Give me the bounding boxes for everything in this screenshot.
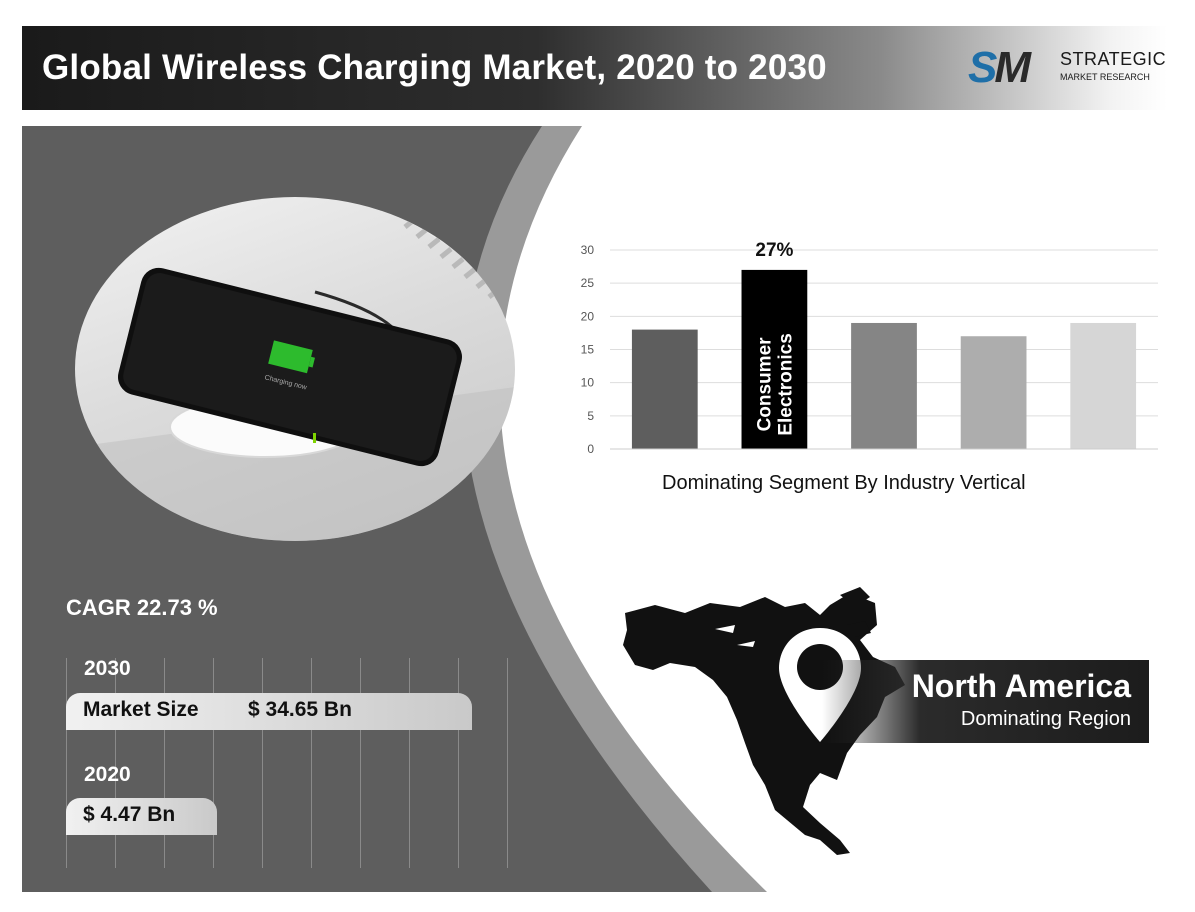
market-size-2020-bar: $ 4.47 Bn [66, 798, 217, 835]
y-tick-label: 20 [581, 309, 595, 323]
market-size-label: Market Size [83, 698, 199, 721]
industry-vertical-bar-chart: 0 5 10 15 20 25 30 27% Consumer Electronics [581, 240, 1158, 456]
company-logo: SM STRATEGIC MARKET RESEARCH [968, 43, 1166, 93]
chart-bar [851, 322, 917, 449]
chart-x-axis-label: Dominating Segment By Industry Vertical [662, 472, 1026, 494]
highlight-bar-label-line: Electronics [775, 333, 796, 435]
y-tick-label: 15 [581, 343, 595, 357]
market-size-2020-value: $ 4.47 Bn [83, 803, 176, 826]
divider-line [262, 658, 263, 868]
y-tick-label: 30 [581, 243, 595, 257]
year-2030-label: 2030 [84, 657, 131, 680]
region-name: North America [911, 668, 1131, 704]
highlight-bar-label-line: Consumer [754, 337, 775, 432]
divider-line [164, 658, 165, 868]
divider-line [360, 658, 361, 868]
y-tick-label: 5 [587, 409, 594, 423]
divider-line [409, 658, 410, 868]
logo-text-market-research: MARKET RESEARCH [1060, 72, 1150, 82]
market-size-2030-bar: Market Size $ 34.65 Bn [66, 693, 472, 730]
y-tick-label: 25 [581, 276, 595, 290]
cagr-value: CAGR 22.73 % [66, 595, 218, 620]
highlight-value-label: 27% [755, 240, 793, 261]
wireless-charging-photo: Charging now [75, 197, 515, 541]
divider-line [66, 658, 67, 868]
market-size-2030-value: $ 34.65 Bn [248, 698, 352, 721]
y-tick-label: 10 [581, 376, 595, 390]
y-tick-label: 0 [587, 442, 594, 456]
logo-mark: SM [968, 43, 1031, 92]
chart-bar [741, 269, 808, 449]
header-banner: Global Wireless Charging Market, 2020 to… [22, 26, 1167, 110]
chart-bar [631, 329, 698, 449]
chart-bar [1070, 322, 1137, 449]
page-title: Global Wireless Charging Market, 2020 to… [42, 48, 827, 87]
divider-line [458, 658, 459, 868]
divider-line [115, 658, 116, 868]
dominating-region-box: North America Dominating Region [822, 660, 1149, 743]
highlight-bar-label: Consumer Electronics [754, 333, 796, 435]
phone-on-charger-icon: Charging now [75, 197, 515, 541]
divider-line [507, 658, 508, 868]
region-label: Dominating Region [960, 708, 1131, 730]
logo-text-strategic: STRATEGIC [1060, 49, 1167, 69]
year-2020-label: 2020 [84, 763, 131, 786]
chart-bar [960, 336, 1027, 449]
divider-line [213, 658, 214, 868]
divider-line [311, 658, 312, 868]
